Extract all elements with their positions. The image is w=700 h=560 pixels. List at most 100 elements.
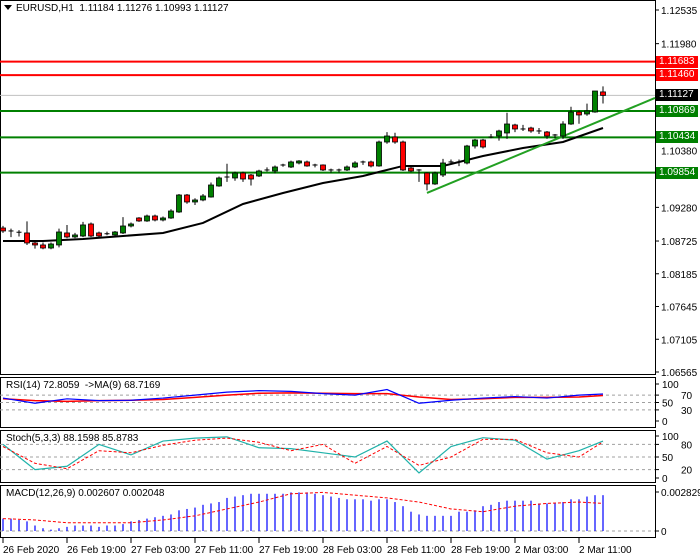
candle-body	[152, 215, 158, 221]
symbol-label: EURUSD,H1	[16, 3, 74, 14]
candle-body	[560, 123, 566, 137]
rsi-title: RSI(14) 72.8059 ->MA(9) 68.7169	[6, 380, 161, 391]
price-label: 1.11683	[656, 55, 698, 68]
candle-body	[528, 127, 534, 132]
time-tick-label: 27 Feb 03:00	[131, 545, 190, 556]
candle	[432, 171, 438, 185]
candle-body	[160, 217, 166, 221]
candle	[64, 224, 70, 239]
price-tick-label: 1.08725	[661, 237, 698, 248]
candle	[136, 217, 142, 222]
time-tick-label: 28 Feb 19:00	[451, 545, 510, 556]
candle	[176, 194, 182, 213]
candle-body	[592, 90, 598, 113]
stoch-title: Stoch(5,3,3) 88.1598 85.8783	[6, 433, 139, 444]
candle-body	[568, 111, 574, 125]
candle	[32, 241, 38, 249]
dropdown-triangle-icon[interactable]	[4, 5, 12, 10]
candle	[312, 163, 318, 168]
candle-body	[304, 161, 310, 167]
candle	[568, 106, 574, 125]
rsi-level-label: 50	[662, 399, 674, 410]
macd-signal-line	[2, 491, 604, 524]
price-tick-label: 1.09280	[661, 203, 698, 214]
macd-panel-frame	[0, 485, 656, 538]
time-tick-label: 2 Mar 11:00	[579, 545, 632, 556]
candle	[224, 163, 230, 182]
candle-body	[144, 215, 150, 222]
candle	[416, 169, 422, 182]
candle-body	[64, 232, 70, 238]
rsi-level-label: 100	[662, 380, 679, 391]
candle	[152, 214, 158, 222]
price-label: 1.09854	[656, 166, 698, 179]
stoch-signal-line	[2, 437, 604, 470]
candle	[464, 144, 470, 165]
candle	[200, 194, 206, 202]
candle-body	[112, 231, 118, 236]
trendline	[426, 97, 656, 194]
candle	[592, 90, 598, 113]
candle	[360, 160, 366, 165]
candle	[184, 194, 190, 204]
candle-body	[464, 145, 470, 164]
time-tick-label: 28 Feb 11:00	[387, 545, 446, 556]
candle	[168, 209, 174, 219]
candle	[560, 121, 566, 139]
candle-body	[496, 130, 502, 137]
time-tick-label: 26 Feb 2020	[3, 545, 60, 556]
candle	[584, 103, 590, 116]
candle-body	[576, 111, 582, 116]
candle	[456, 159, 462, 167]
candle	[600, 86, 606, 104]
candle	[216, 176, 222, 187]
rsi-level-label: 0	[662, 417, 668, 428]
macd-level-label: 0.002829	[661, 488, 700, 499]
candle	[264, 167, 270, 172]
candle-body	[408, 167, 414, 172]
candle	[24, 221, 30, 245]
candle-body	[192, 199, 198, 203]
candle	[328, 168, 334, 173]
candle	[552, 134, 558, 139]
candle-body	[184, 194, 190, 203]
candle-body	[80, 224, 86, 237]
candle-body	[440, 162, 446, 176]
price-label: 1.11127	[656, 89, 698, 102]
price-tick-label: 1.07645	[661, 303, 698, 314]
candle-body	[504, 123, 510, 134]
time-tick-label: 28 Feb 03:00	[323, 545, 382, 556]
candle	[160, 216, 166, 222]
close-value: 1.11127	[193, 3, 229, 14]
price-label: 1.11460	[656, 69, 698, 82]
price-tick-label: 1.08185	[661, 270, 698, 281]
candle	[96, 231, 102, 238]
candle	[248, 174, 254, 186]
candle	[528, 126, 534, 133]
rsi-level-label: 30	[681, 406, 693, 417]
candle-body	[296, 160, 302, 164]
candle-body	[272, 166, 278, 172]
candle-body	[176, 194, 182, 213]
candle	[336, 168, 342, 173]
high-value: 1.11276	[116, 3, 153, 14]
candle-body	[208, 184, 214, 198]
price-tick-label: 1.10380	[661, 146, 698, 157]
candle	[48, 242, 54, 250]
candle	[144, 214, 150, 222]
rsi-level-label: 70	[681, 391, 693, 402]
time-tick-label: 27 Feb 11:00	[195, 545, 254, 556]
open-value: 1.11184	[79, 3, 115, 14]
candle	[392, 132, 398, 144]
price-label: 1.10434	[656, 131, 698, 144]
candle-body	[0, 227, 6, 232]
candle	[504, 112, 510, 139]
candle-body	[432, 172, 438, 185]
candle-body	[32, 242, 38, 246]
candle-body	[384, 135, 390, 143]
candle	[88, 222, 94, 238]
candle	[296, 160, 302, 165]
candle	[40, 242, 46, 250]
